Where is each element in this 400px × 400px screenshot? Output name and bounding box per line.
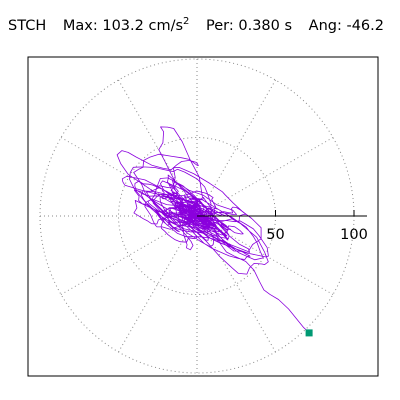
max-label: Max: [62,18,98,34]
angle-value: -46.2 [346,18,384,34]
grid-spoke [196,137,334,217]
orbit-trace [116,126,309,333]
angle-label: Ang: [308,18,342,34]
plot-frame [27,56,379,377]
grid-spoke [196,215,276,353]
radial-axis [197,210,367,217]
period-label: Per: [206,18,234,34]
max-value: 103.2 [102,18,144,34]
acceleration-orbit [116,126,309,333]
grid-spoke [196,79,276,217]
peak-marker [305,329,313,337]
grid-spoke [60,215,198,295]
station-label: STCH [8,18,47,34]
radial-tick-label-50: 50 [266,227,284,243]
max-unit-exponent: 2 [183,16,190,27]
max-unit: cm/s [148,18,184,34]
period-value: 0.380 s [238,18,293,34]
radial-tick-label-100: 100 [340,227,368,243]
chart-header: STCH Max: 103.2 cm/s2 Per: 0.380 s Ang: … [8,14,384,38]
